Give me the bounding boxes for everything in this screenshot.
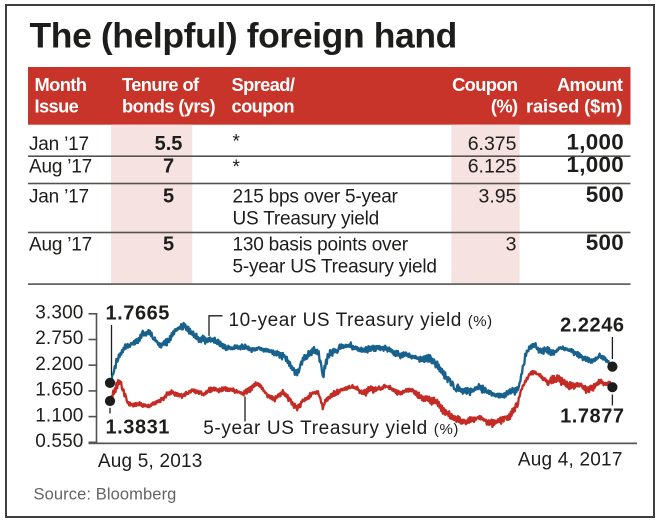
svg-text:(%): (%) — [491, 95, 518, 116]
svg-text:1.7877: 1.7877 — [560, 405, 624, 427]
svg-text:*: * — [233, 132, 241, 153]
svg-text:1,000: 1,000 — [566, 152, 624, 177]
svg-text:5: 5 — [163, 234, 174, 256]
svg-text:raised ($m): raised ($m) — [526, 95, 622, 116]
svg-text:bonds (yrs): bonds (yrs) — [122, 95, 215, 116]
svg-text:Jan ’17: Jan ’17 — [29, 134, 89, 155]
svg-text:US Treasury yield: US Treasury yield — [233, 208, 380, 229]
svg-text:5.5: 5.5 — [155, 133, 183, 155]
svg-text:6.375: 6.375 — [468, 133, 517, 155]
svg-text:2.200: 2.200 — [35, 354, 83, 375]
svg-text:2.2246: 2.2246 — [560, 314, 624, 336]
svg-text:Tenure of: Tenure of — [122, 74, 200, 95]
svg-text:Aug 4, 2017: Aug 4, 2017 — [518, 450, 623, 471]
svg-text:*: * — [233, 157, 241, 178]
svg-text:5-year US Treasury yield: 5-year US Treasury yield — [233, 257, 437, 278]
svg-text:coupon: coupon — [232, 95, 295, 116]
svg-text:Amount: Amount — [557, 74, 623, 95]
svg-text:3: 3 — [506, 234, 517, 256]
svg-text:3.95: 3.95 — [479, 186, 517, 208]
svg-text:Jan ’17: Jan ’17 — [29, 187, 89, 208]
svg-text:Aug ’17: Aug ’17 — [29, 235, 92, 256]
svg-text:The (helpful) foreign hand: The (helpful) foreign hand — [30, 16, 457, 56]
svg-text:5: 5 — [163, 186, 174, 208]
svg-text:1.100: 1.100 — [35, 405, 83, 426]
svg-text:Coupon: Coupon — [452, 74, 518, 95]
svg-text:Source: Bloomberg: Source: Bloomberg — [34, 486, 177, 504]
svg-text:500: 500 — [586, 230, 624, 255]
svg-text:1.3831: 1.3831 — [106, 417, 170, 439]
svg-text:Issue: Issue — [35, 95, 79, 116]
svg-text:130 basis points over: 130 basis points over — [233, 235, 409, 256]
svg-text:5-year US Treasury yield (%): 5-year US Treasury yield (%) — [203, 418, 459, 439]
svg-text:7: 7 — [163, 156, 174, 178]
svg-text:215 bps over 5-year: 215 bps over 5-year — [233, 187, 399, 208]
svg-text:1.650: 1.650 — [35, 380, 83, 401]
svg-text:6.125: 6.125 — [468, 156, 517, 178]
svg-text:500: 500 — [586, 182, 624, 207]
svg-text:Month: Month — [35, 74, 87, 95]
svg-text:2.750: 2.750 — [35, 328, 83, 349]
svg-text:1,000: 1,000 — [566, 129, 624, 154]
svg-text:0.550: 0.550 — [35, 431, 83, 452]
svg-text:3.300: 3.300 — [35, 303, 83, 324]
svg-text:Aug 5, 2013: Aug 5, 2013 — [98, 451, 203, 472]
svg-text:10-year US Treasury yield (%): 10-year US Treasury yield (%) — [229, 310, 493, 331]
svg-text:Spread/: Spread/ — [232, 74, 295, 95]
svg-text:1.7665: 1.7665 — [106, 303, 170, 325]
svg-text:Aug ’17: Aug ’17 — [29, 157, 92, 178]
